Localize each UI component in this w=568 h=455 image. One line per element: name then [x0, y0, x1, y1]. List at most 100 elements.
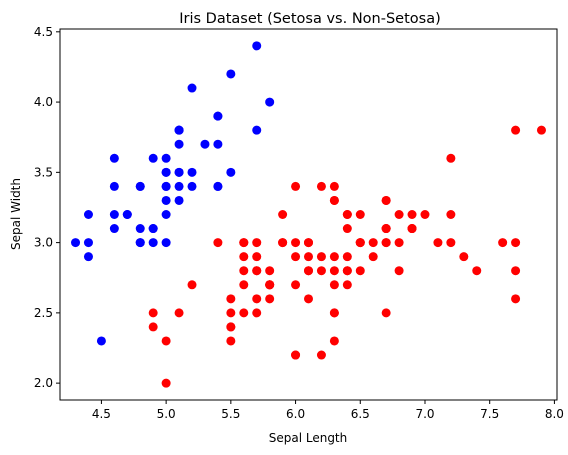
data-point	[135, 181, 145, 191]
data-point	[187, 167, 197, 177]
x-axis-label: Sepal Length	[269, 431, 348, 445]
data-point	[252, 41, 262, 51]
data-point	[304, 266, 313, 276]
data-point	[109, 210, 119, 219]
data-point	[355, 210, 365, 219]
data-point	[226, 69, 236, 79]
data-point	[329, 195, 339, 205]
data-point	[187, 83, 197, 93]
x-tick-label: 4.5	[92, 407, 111, 421]
data-point	[265, 294, 275, 304]
data-point	[511, 266, 521, 276]
data-point	[329, 336, 339, 346]
data-point	[174, 167, 184, 177]
data-point	[291, 238, 301, 248]
data-point	[511, 294, 521, 304]
data-point	[174, 181, 184, 191]
data-point	[446, 238, 456, 248]
data-point	[472, 266, 482, 276]
y-axis-label: Sepal Width	[9, 178, 23, 250]
data-point	[161, 336, 171, 346]
plot-frame	[59, 28, 558, 401]
data-point	[278, 210, 288, 219]
data-point	[213, 111, 223, 121]
y-tick-label: 2.0	[34, 376, 53, 390]
data-point	[148, 153, 158, 163]
data-point	[187, 181, 197, 191]
data-point	[148, 322, 158, 332]
data-point	[109, 153, 119, 163]
data-point	[83, 252, 93, 262]
data-point	[459, 252, 469, 262]
data-point	[381, 224, 391, 234]
data-point	[226, 308, 236, 318]
data-point	[329, 280, 339, 290]
y-tick-label: 4.5	[34, 25, 53, 39]
data-point	[239, 308, 249, 318]
data-point	[446, 210, 456, 219]
data-point	[148, 224, 158, 234]
data-point	[329, 252, 339, 262]
data-point	[265, 97, 275, 107]
data-point	[265, 266, 275, 276]
data-point	[329, 181, 339, 191]
data-point	[252, 238, 262, 248]
x-tick-label: 5.5	[221, 407, 240, 421]
data-point	[407, 224, 417, 234]
data-point	[407, 210, 417, 219]
data-point	[304, 238, 313, 248]
data-point	[252, 125, 262, 135]
data-point	[381, 238, 391, 248]
data-point	[226, 322, 236, 332]
data-point	[446, 153, 456, 163]
data-point	[291, 280, 301, 290]
data-point	[239, 280, 249, 290]
data-point	[278, 238, 288, 248]
data-point	[161, 167, 171, 177]
data-point	[187, 280, 197, 290]
y-tick-label: 4.0	[34, 95, 53, 109]
data-point	[148, 238, 158, 248]
x-axis: 4.5 5.0 5.5 6.0 6.5 7.0 7.5 8.0	[92, 400, 564, 421]
data-point	[368, 252, 378, 262]
data-point	[226, 336, 236, 346]
data-point	[213, 238, 223, 248]
data-point	[135, 224, 145, 234]
data-point	[368, 238, 378, 248]
data-point	[342, 280, 352, 290]
plot-points	[71, 41, 546, 388]
x-tick-label: 7.5	[480, 407, 499, 421]
data-point	[355, 266, 365, 276]
data-point	[135, 238, 145, 248]
data-point	[226, 167, 236, 177]
x-tick-label: 8.0	[545, 407, 564, 421]
x-tick-label: 5.0	[157, 407, 176, 421]
data-point	[252, 294, 262, 304]
data-point	[161, 153, 171, 163]
data-point	[381, 195, 391, 205]
data-point	[265, 280, 275, 290]
data-point	[109, 181, 119, 191]
x-tick-label: 6.0	[286, 407, 305, 421]
data-point	[83, 238, 93, 248]
x-tick-label: 7.0	[415, 407, 434, 421]
data-point	[200, 139, 210, 149]
data-point	[161, 238, 171, 248]
data-point	[161, 195, 171, 205]
data-point	[511, 125, 521, 135]
data-point	[161, 210, 171, 219]
data-point	[316, 350, 326, 360]
y-tick-label: 2.5	[34, 306, 53, 320]
data-point	[381, 308, 391, 318]
y-tick-label: 3.0	[34, 236, 53, 250]
data-point	[304, 252, 313, 262]
data-point	[316, 266, 326, 276]
data-point	[536, 125, 546, 135]
data-point	[252, 252, 262, 262]
data-point	[316, 252, 326, 262]
data-point	[174, 195, 184, 205]
data-point	[329, 308, 339, 318]
data-point	[342, 210, 352, 219]
data-point	[252, 308, 262, 318]
